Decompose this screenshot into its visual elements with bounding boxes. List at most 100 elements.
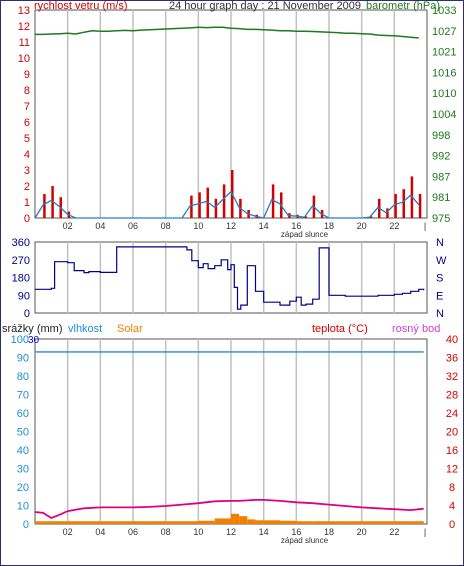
temp-tick-label: 24: [446, 408, 458, 420]
pressure-tick-label: 1004: [432, 109, 456, 121]
pressure-line: [35, 26, 419, 39]
solar-bar: [35, 521, 44, 524]
top-hour-label: 12: [226, 221, 236, 231]
temperature-axis-label: teplota (°C): [312, 323, 368, 335]
humidity-axis-label: vlhkost: [68, 323, 102, 335]
direction-tick-label: 360: [12, 237, 30, 249]
solar-bar: [247, 519, 256, 524]
solar-bar: [100, 521, 117, 524]
wind-tick-label: 12: [18, 21, 30, 33]
bottom-hour-label: 18: [324, 527, 334, 537]
wind-tick-label: 2: [24, 181, 30, 193]
solar-bar: [133, 521, 150, 524]
direction-tick-label: 90: [18, 290, 30, 302]
pressure-tick-label: 975: [432, 213, 450, 225]
top-hour-label: 06: [128, 221, 138, 231]
bottom-hour-label: 02: [63, 527, 73, 537]
direction-tick-label: 0: [24, 308, 30, 320]
direction-tick-label: 180: [12, 273, 30, 285]
bottom-end-tick: |: [424, 527, 426, 537]
pressure-axis-label: barometr (hPa): [366, 0, 440, 12]
wind-bar: [190, 195, 193, 218]
rain-tick-label: 30: [28, 335, 40, 346]
humidity-tick-label: 50: [17, 427, 29, 439]
temperature-line: [34, 498, 424, 520]
humidity-tick-label: 30: [17, 464, 29, 476]
pressure-tick-label: 987: [432, 171, 450, 183]
humidity-tick-label: 40: [17, 445, 29, 457]
solar-bar: [239, 516, 248, 524]
humidity-tick-label: 80: [17, 371, 29, 383]
solar-bar: [280, 520, 297, 524]
wind-tick-label: 4: [24, 149, 30, 161]
direction-line: [35, 246, 425, 310]
bottom-hour-label: 08: [161, 527, 171, 537]
wind-bar: [418, 194, 422, 218]
temp-tick-label: 16: [446, 445, 458, 457]
solar-bar: [231, 513, 240, 524]
temp-tick-label: 0: [449, 519, 455, 531]
humidity-tick-label: 100: [11, 334, 29, 346]
humidity-tick-label: 20: [17, 482, 29, 494]
wind-bar: [394, 194, 397, 218]
top-hour-label: 14: [259, 221, 269, 231]
direction-tick-label: 270: [12, 255, 30, 267]
top-hour-label: 18: [324, 221, 334, 231]
compass-label: E: [436, 290, 443, 302]
solar-bar: [394, 521, 411, 524]
bottom-hour-label: 04: [95, 527, 105, 537]
compass-label: W: [436, 255, 447, 267]
top-hour-label: 22: [389, 221, 399, 231]
wind-bar: [271, 184, 275, 218]
bottom-hour-label: 12: [226, 527, 236, 537]
wind-bar: [304, 216, 307, 218]
solar-bar: [149, 521, 166, 524]
wind-average-line: [34, 190, 420, 219]
top-hour-label: 10: [193, 221, 203, 231]
compass-label: N: [436, 237, 444, 249]
solar-bar: [59, 521, 68, 524]
temp-tick-label: 12: [446, 464, 458, 476]
solar-bar: [378, 521, 395, 524]
temp-tick-label: 40: [446, 334, 458, 346]
solar-bar: [345, 521, 362, 524]
bottom-hour-label: 10: [193, 527, 203, 537]
bottom-hour-label: 16: [291, 527, 301, 537]
compass-label: S: [436, 273, 443, 285]
top-sunset-label: západ slunce: [281, 230, 329, 239]
solar-bar: [165, 521, 182, 524]
solar-bar: [198, 520, 215, 524]
solar-bar: [263, 520, 280, 524]
humidity-tick-label: 90: [17, 353, 29, 365]
top-hour-label: 04: [95, 221, 105, 231]
bottom-hour-label: 22: [389, 527, 399, 537]
humidity-tick-label: 70: [17, 390, 29, 402]
wind-tick-label: 9: [24, 69, 30, 81]
wind-tick-label: 5: [24, 133, 30, 145]
solar-bar: [67, 521, 84, 524]
solar-bar: [51, 521, 60, 524]
humidity-tick-label: 0: [23, 519, 29, 531]
wind-bar: [222, 184, 226, 218]
temp-tick-label: 4: [449, 501, 455, 513]
solar-bar: [255, 520, 264, 524]
temp-tick-label: 8: [449, 482, 455, 494]
bottom-hour-label: 06: [128, 527, 138, 537]
bottom-hour-label: 14: [259, 527, 269, 537]
dewpoint-axis-label: rosný bod: [392, 323, 440, 335]
solar-bar: [116, 521, 133, 524]
pressure-tick-label: 1010: [432, 88, 456, 100]
wind-tick-label: 0: [24, 213, 30, 225]
compass-label: N: [436, 308, 444, 320]
bottom-hour-label: 20: [357, 527, 367, 537]
solar-bar: [43, 521, 52, 524]
pressure-tick-label: 1016: [432, 67, 456, 79]
temp-tick-label: 36: [446, 353, 458, 365]
wind-axis-label: rychlost vetru (m/s): [34, 0, 128, 12]
solar-bar: [329, 521, 346, 524]
pressure-tick-label: 1021: [432, 47, 456, 59]
solar-bar: [214, 518, 231, 524]
temp-tick-label: 32: [446, 371, 458, 383]
pressure-tick-label: 998: [432, 130, 450, 142]
top-hour-label: 08: [161, 221, 171, 231]
